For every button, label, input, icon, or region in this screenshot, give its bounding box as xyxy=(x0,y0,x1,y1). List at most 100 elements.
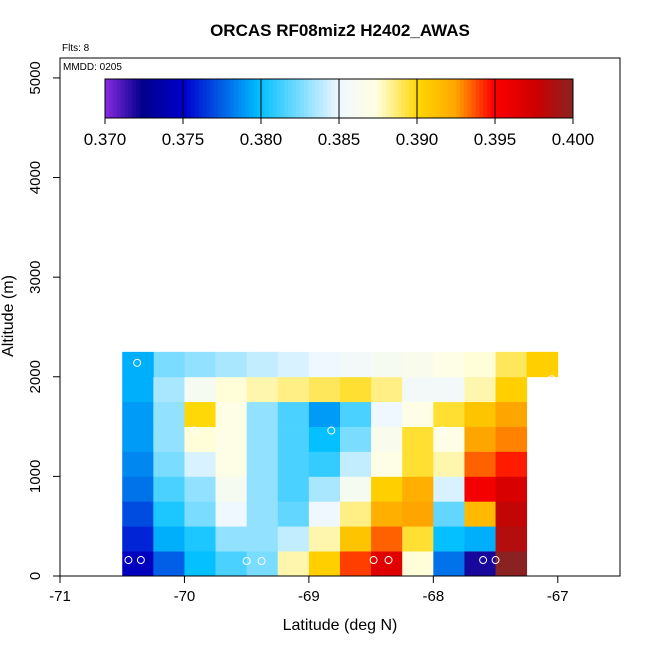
colorbar-segment xyxy=(253,79,258,118)
colorbar-segment xyxy=(342,79,348,118)
colorbar-segment xyxy=(541,79,547,118)
colorbar-segment xyxy=(268,79,274,118)
colorbar-segment xyxy=(409,79,414,118)
colorbar-segment xyxy=(557,79,562,118)
colorbar-segment xyxy=(385,79,391,118)
heatmap-cell xyxy=(340,526,372,552)
colorbar-segment xyxy=(518,79,523,118)
x-axis-label: Latitude (deg N) xyxy=(283,617,398,634)
mmdd-note: MMDD: 0205 xyxy=(63,62,122,73)
heatmap-cell xyxy=(308,551,341,577)
heatmap-cell xyxy=(246,351,279,378)
heatmap-cell xyxy=(495,526,528,552)
colorbar-segment xyxy=(307,79,313,118)
heatmap-cell xyxy=(464,451,496,477)
heatmap-cell xyxy=(402,526,434,552)
colorbar-segment xyxy=(444,79,449,118)
colorbar-segment xyxy=(112,79,118,118)
heatmap-cell xyxy=(277,376,310,403)
colorbar-segment xyxy=(502,79,508,118)
heatmap-cell xyxy=(340,376,372,403)
heatmap-cell xyxy=(246,376,279,403)
sample-point xyxy=(190,426,199,435)
heatmap-cell xyxy=(277,401,310,427)
sample-point xyxy=(369,556,378,565)
colorbar-segment xyxy=(315,79,320,118)
colorbar-segment xyxy=(218,79,223,118)
flights-note: Flts: 8 xyxy=(62,43,90,54)
heatmap-cell xyxy=(433,551,465,577)
colorbar-segment xyxy=(237,79,242,118)
heatmap-cell xyxy=(433,451,465,477)
heatmap-cell xyxy=(277,526,310,552)
colorbar-segment xyxy=(366,79,371,118)
heatmap-cell xyxy=(464,551,496,577)
colorbar-tick-label: 0.390 xyxy=(396,130,439,149)
sample-point xyxy=(384,556,393,565)
heatmap-cell xyxy=(153,501,185,527)
heatmap-cell xyxy=(433,501,465,527)
colorbar-segment xyxy=(436,79,441,118)
heatmap-cell xyxy=(433,401,465,427)
colorbar-segment xyxy=(175,79,180,118)
colorbar-segment xyxy=(163,79,168,118)
colorbar-segment xyxy=(303,79,309,118)
heatmap-cell xyxy=(371,551,403,577)
colorbar-segment xyxy=(128,79,133,118)
colorbar-tick-label: 0.395 xyxy=(474,130,517,149)
heatmap-cell xyxy=(215,501,248,527)
heatmap-cell xyxy=(215,351,248,378)
colorbar-segment xyxy=(272,79,278,118)
colorbar-segment xyxy=(467,79,473,118)
heatmap-cell xyxy=(340,401,372,427)
heatmap-cell xyxy=(184,426,216,452)
heatmap-cell xyxy=(402,476,434,502)
colorbar-tick-label: 0.370 xyxy=(84,130,127,149)
heatmap-cell xyxy=(371,451,403,477)
colorbar-segment xyxy=(534,79,539,118)
colorbar-segment xyxy=(331,79,336,118)
colorbar-segment xyxy=(116,79,122,118)
colorbar-segment xyxy=(264,79,270,118)
heatmap-cell xyxy=(246,551,279,577)
colorbar-segment xyxy=(522,79,527,118)
heatmap-cell xyxy=(495,501,528,527)
heatmap-cell xyxy=(464,351,496,378)
heatmap-cell xyxy=(277,476,310,502)
heatmap-cell xyxy=(464,476,496,502)
heatmap-cell xyxy=(184,401,216,427)
heatmap-cell xyxy=(122,351,154,378)
heatmap-cell xyxy=(308,376,341,403)
heatmap-cell xyxy=(184,376,216,403)
colorbar-segment xyxy=(475,79,480,118)
heatmap-cell xyxy=(184,476,216,502)
heatmap-cell xyxy=(246,401,279,427)
colorbar-segment xyxy=(300,79,305,118)
colorbar-segment xyxy=(339,79,344,118)
heatmap-cell xyxy=(122,451,154,477)
heatmap-cell xyxy=(371,501,403,527)
heatmap-cell xyxy=(246,426,279,452)
colorbar-segment xyxy=(370,79,375,118)
colorbar-segment xyxy=(417,79,422,118)
heatmap-cell xyxy=(308,476,341,502)
colorbar-segment xyxy=(280,79,285,118)
heatmap-cell xyxy=(122,501,154,527)
heatmap-cell xyxy=(402,401,434,427)
colorbar-segment xyxy=(327,79,332,118)
colorbar-segment xyxy=(159,79,164,118)
x-tick-label: -70 xyxy=(174,588,196,605)
chart-title: ORCAS RF08miz2 H2402_AWAS xyxy=(210,21,470,40)
heatmap-cell xyxy=(371,526,403,552)
heatmap-cell xyxy=(277,551,310,577)
colorbar-segment xyxy=(229,79,235,118)
colorbar-segment xyxy=(495,79,500,118)
heatmap-cell xyxy=(464,401,496,427)
colorbar-segment xyxy=(428,79,434,118)
heatmap-cell xyxy=(308,501,341,527)
colorbar-segment xyxy=(190,79,196,118)
colorbar-segment xyxy=(108,79,114,118)
colorbar-segment xyxy=(186,79,192,118)
heatmap-cell xyxy=(464,426,496,452)
colorbar-segment xyxy=(319,79,324,118)
